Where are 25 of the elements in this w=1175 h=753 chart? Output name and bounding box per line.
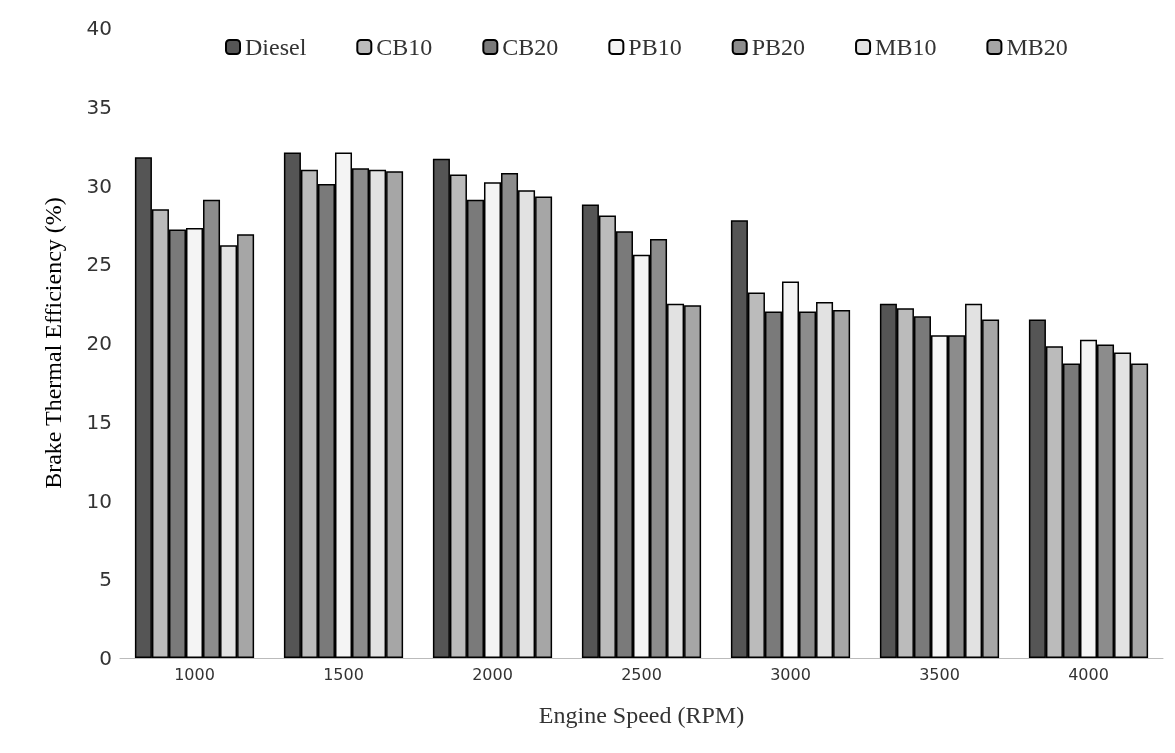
y-tick-label: 0 xyxy=(99,646,112,670)
x-tick-label: 4000 xyxy=(1068,664,1109,684)
legend-label: MB10 xyxy=(875,34,937,60)
x-tick-label: 3500 xyxy=(919,664,960,684)
y-tick-label: 20 xyxy=(86,331,112,355)
y-tick-label: 10 xyxy=(86,488,112,513)
x-tick-label: 1500 xyxy=(323,664,364,684)
y-tick-label: 30 xyxy=(86,173,112,198)
y-axis-title: Brake Thermal Efficiency (%) xyxy=(40,197,66,489)
y-tick-label: 15 xyxy=(86,409,112,434)
legend-label: PB10 xyxy=(628,34,682,60)
legend-label: CB20 xyxy=(502,34,559,60)
x-tick-label: 2000 xyxy=(472,664,513,684)
legend-label: CB10 xyxy=(376,34,433,60)
y-tick-label: 35 xyxy=(86,94,112,119)
x-tick-label: 1000 xyxy=(174,664,215,684)
legend-label: PB20 xyxy=(751,34,806,60)
y-tick-label: 5 xyxy=(99,567,112,592)
x-tick-label: 2500 xyxy=(621,664,662,684)
legend-label: Diesel xyxy=(245,34,307,60)
x-tick-label: 3000 xyxy=(770,664,811,684)
x-axis-title: Engine Speed (RPM) xyxy=(538,702,745,728)
y-tick-label: 25 xyxy=(86,252,112,277)
y-tick-label: 40 xyxy=(86,16,112,40)
legend-label: MB20 xyxy=(1006,34,1068,60)
